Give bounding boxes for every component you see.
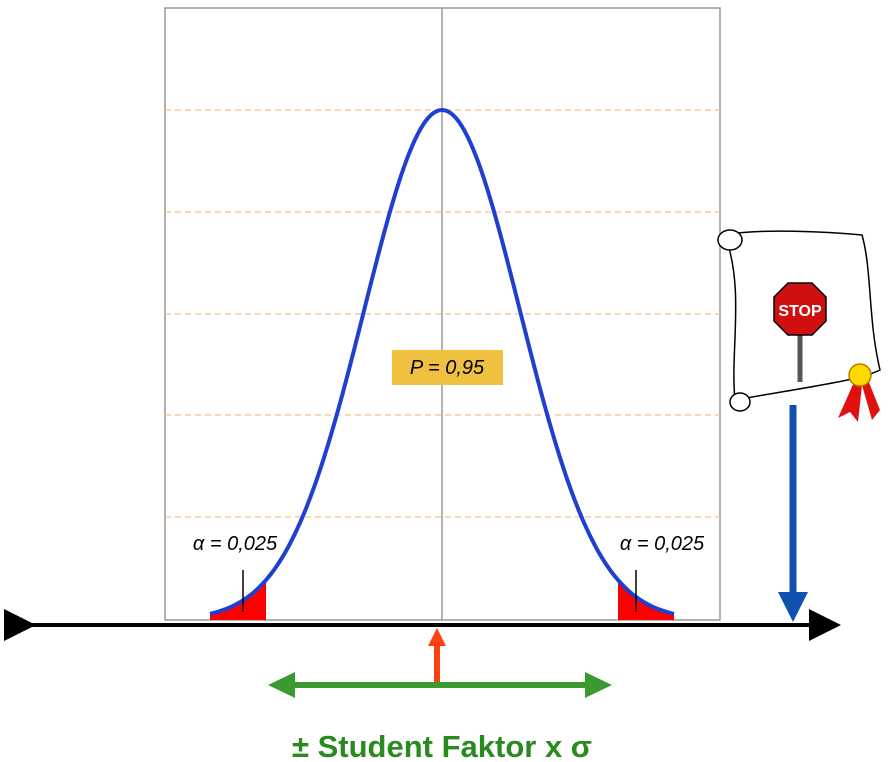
grid-lines	[165, 109, 720, 518]
sign-label: STOP	[778, 303, 822, 320]
alpha-label: α = 0,025	[193, 533, 278, 555]
caption: ± Student Faktor x σ	[292, 729, 592, 762]
probability-label: P = 0,95	[410, 357, 485, 379]
bell-curve	[209, 107, 675, 616]
alpha-label: α = 0,025	[620, 533, 705, 555]
probability-box	[392, 350, 503, 385]
center-arrow-head	[428, 628, 446, 646]
scroll-icon: STOP	[717, 229, 881, 422]
stop-arrow-head	[778, 592, 808, 622]
